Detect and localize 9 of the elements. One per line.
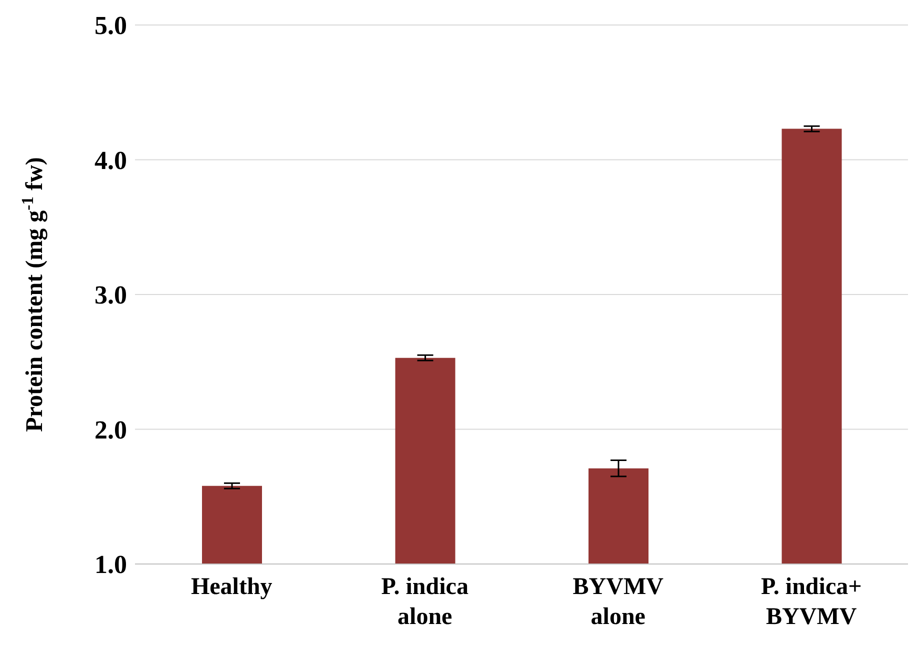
x-tick-label: Healthy xyxy=(190,574,272,600)
x-tick-label: P. indica+ BYVMV xyxy=(760,574,862,630)
y-tick-label: 1.0 xyxy=(94,550,127,580)
y-tick-label: 4.0 xyxy=(94,146,127,175)
y-tick-label: 2.0 xyxy=(94,415,127,444)
y-tick-label: 3.0 xyxy=(94,280,127,310)
x-tick-label: BYVMV alone xyxy=(572,574,664,630)
x-tick-label: P. indica alone xyxy=(381,574,468,630)
y-tick-label: 5.0 xyxy=(94,11,127,40)
